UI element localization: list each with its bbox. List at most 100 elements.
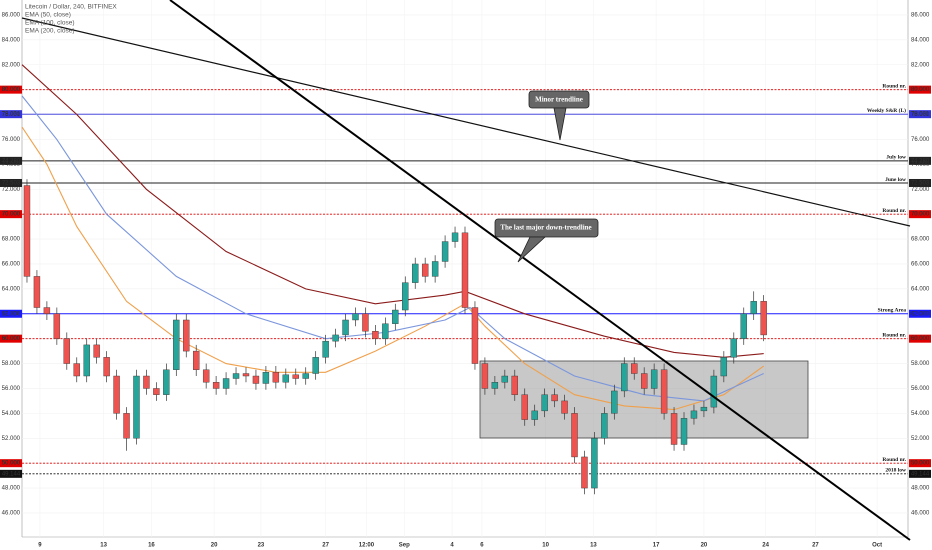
y-tick-label: 48.000 [911, 486, 930, 492]
y-tick-label: 74.000 [911, 162, 930, 168]
candle-body [491, 382, 499, 389]
price-tag [0, 334, 22, 343]
price-tag-label: 72.503 [2, 181, 21, 187]
ema-line [21, 126, 765, 411]
candle-body [392, 309, 399, 324]
callout-box [494, 218, 599, 238]
y-tick-label: 66.000 [2, 262, 21, 268]
price-tag-label: 80.000 [2, 87, 21, 93]
price-tag-label: 60.000 [2, 336, 21, 342]
candle-body [232, 373, 240, 379]
candle-body [660, 369, 668, 414]
x-tick-label: Sep [399, 543, 410, 549]
x-tick-label: 10 [542, 543, 549, 549]
callout-pointer [517, 236, 547, 263]
x-tick-label: 13 [100, 543, 107, 549]
x-tick-label: 24 [762, 543, 769, 549]
level-label: Weekly S&R (L) [867, 107, 906, 114]
y-tick-label: 58.000 [2, 361, 21, 367]
candle-body [471, 307, 479, 364]
y-tick-label: 46.000 [911, 511, 930, 517]
y-tick-label: 54.000 [911, 411, 930, 417]
price-tag-label: 60.000 [911, 336, 930, 342]
candle-body [650, 369, 658, 389]
candle-body [183, 319, 190, 352]
candle-body [631, 363, 638, 374]
candle-body [591, 438, 598, 489]
y-tick-label: 54.000 [2, 411, 21, 417]
price-tag-label: 62.000 [911, 311, 930, 317]
candle-body [322, 340, 329, 358]
y-tick-label: 72.000 [2, 187, 21, 193]
y-tick-label: 72.000 [911, 187, 930, 193]
x-tick-label: Oct [872, 543, 882, 549]
candle-body [451, 232, 459, 242]
price-tag-label: 80.000 [911, 87, 930, 93]
price-tag [909, 469, 931, 478]
level-label: Round nr. [882, 208, 906, 214]
candle-body [700, 406, 708, 412]
x-tick-label: 20 [211, 543, 218, 549]
candle-body [63, 338, 70, 364]
candle-body [93, 344, 100, 358]
y-tick-label: 62.000 [911, 311, 930, 317]
candle-body [212, 382, 220, 389]
candle-body [193, 350, 200, 370]
candle-body [83, 344, 90, 377]
price-tag [0, 309, 22, 318]
price-tag-label: 74.280 [911, 158, 930, 164]
annotation: Minor trendline [535, 96, 583, 104]
candle-body [511, 375, 518, 395]
candle-body [242, 373, 250, 377]
indicator-label: EMA (50, close) [25, 12, 71, 19]
candle-body [760, 301, 767, 336]
price-tag [909, 85, 931, 94]
y-tick-label: 76.000 [911, 137, 930, 143]
price-tag [0, 210, 22, 219]
price-tag-label: 62.000 [2, 311, 21, 317]
price-tag-label: 74.280 [2, 158, 21, 164]
y-tick-label: 82.000 [2, 62, 21, 68]
candle-body [143, 375, 150, 389]
candle-body [740, 313, 747, 339]
y-tick-label: 60.000 [911, 336, 930, 342]
callout-pointer [553, 107, 567, 141]
candle-body [670, 413, 678, 445]
candle-body [461, 232, 469, 308]
y-tick-label: 52.000 [911, 436, 930, 442]
x-tick-label: 4 [450, 543, 454, 549]
candle-body [173, 319, 180, 370]
candle-body [292, 374, 299, 379]
candle-body [153, 388, 160, 395]
y-tick-label: 84.000 [911, 37, 930, 43]
y-tick-label: 48.000 [2, 486, 21, 492]
candle-body [730, 338, 737, 358]
candle-body [481, 363, 489, 389]
x-tick-label: 13 [590, 543, 597, 549]
y-tick-label: 50.000 [2, 461, 21, 467]
x-tick-label: 16 [148, 543, 155, 549]
y-tick-label: 74.000 [2, 162, 21, 168]
y-tick-label: 64.000 [911, 286, 930, 292]
price-tag [909, 334, 931, 343]
candle-body [272, 372, 280, 383]
callout: The last major down-trendline [494, 218, 599, 263]
y-tick-label: 68.000 [911, 237, 930, 243]
candle-body [611, 390, 618, 414]
y-tick-label: 70.000 [911, 212, 930, 218]
candle-body [103, 357, 110, 377]
y-tick-label: 80.000 [2, 87, 21, 93]
major-trendline [169, 0, 911, 541]
price-tag [909, 459, 931, 468]
candle-body [53, 313, 61, 339]
x-tick-label: 27 [322, 543, 329, 549]
indicator-label: EMA (100, close) [25, 20, 75, 27]
candle-body [501, 375, 509, 383]
level-label: June low [885, 177, 906, 183]
ema-line [21, 64, 764, 358]
price-tag [0, 469, 22, 478]
x-tick-label: 17 [653, 543, 660, 549]
candle-body [222, 378, 230, 389]
candle-body [332, 334, 339, 342]
level-label: Strong Area [878, 308, 907, 314]
